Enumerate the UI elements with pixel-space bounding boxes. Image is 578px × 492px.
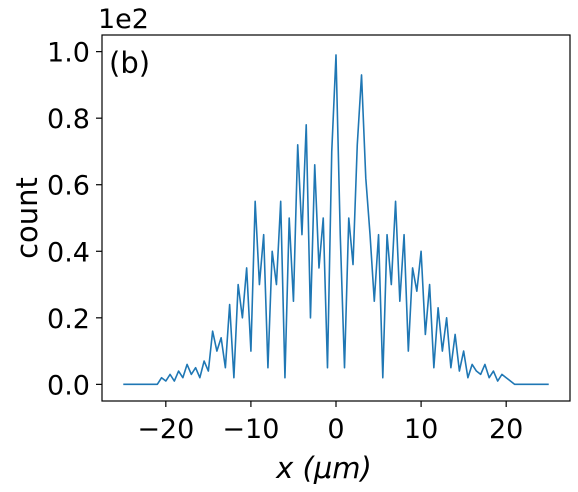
y-offset-label: 1e2 [98, 4, 149, 35]
y-tick-label: 1.0 [47, 38, 90, 69]
panel-label: (b) [109, 46, 150, 80]
series-layer [123, 54, 549, 386]
y-tick-label: 0.8 [47, 104, 90, 135]
y-tick-label: 0.2 [47, 304, 90, 335]
x-tick-label: 0 [327, 414, 344, 445]
x-tick-label: −10 [222, 414, 279, 445]
x-tick-label: 20 [489, 414, 523, 445]
y-tick-label: 0.4 [47, 237, 90, 268]
x-tick-label: 10 [404, 414, 438, 445]
y-axis-label: count [10, 177, 44, 259]
ticks-layer: −20 −10 0 10 20 0.0 0.2 0.4 0.6 0.8 1.0 [47, 38, 523, 445]
y-tick-label: 0.6 [47, 171, 90, 202]
x-tick-label: −20 [137, 414, 194, 445]
plot-frame [101, 34, 571, 402]
x-axis-label: x (μm) [275, 451, 372, 485]
series-line-1 [123, 54, 549, 386]
y-tick-label: 0.0 [47, 370, 90, 401]
